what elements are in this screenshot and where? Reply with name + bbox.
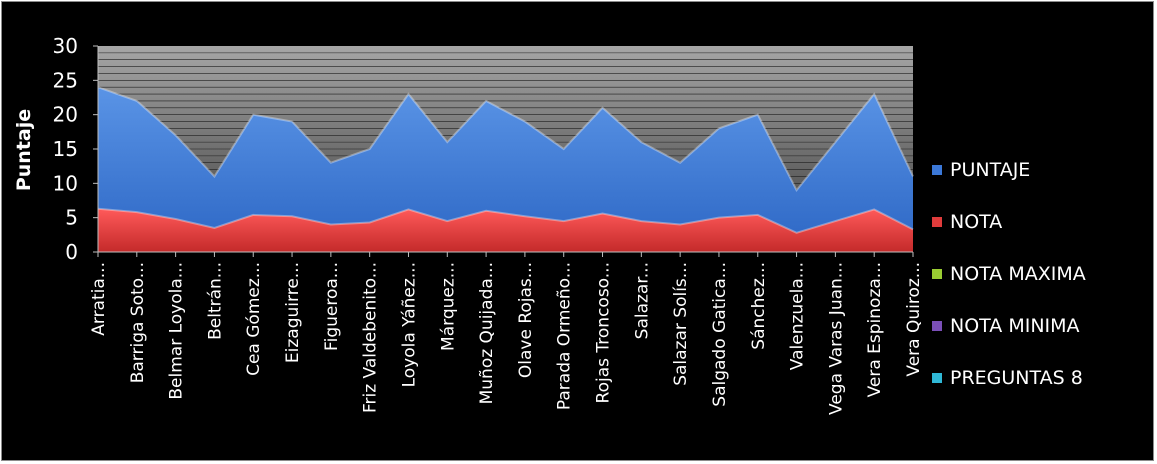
x-tick-label: Márquez... bbox=[438, 262, 458, 351]
x-tick-label: Cea Gómez... bbox=[244, 262, 264, 376]
x-tick-label: Parada Ormeño... bbox=[555, 262, 575, 410]
x-tick-label: Friz Valdebenito... bbox=[361, 262, 381, 413]
legend-swatch bbox=[932, 217, 942, 227]
series-areas bbox=[97, 86, 914, 252]
x-tick-label: Beltrán... bbox=[205, 262, 225, 340]
legend-label: PUNTAJE bbox=[950, 159, 1030, 181]
x-tick-label: Valenzuela... bbox=[788, 262, 808, 370]
legend-swatch bbox=[932, 269, 942, 279]
y-tick-label: 5 bbox=[65, 206, 78, 230]
area-edge-nota bbox=[97, 207, 914, 234]
x-tick-labels: Arratia... Barriga Soto... Belmar Loyola..… bbox=[89, 262, 924, 415]
y-tick-label: 10 bbox=[53, 171, 78, 195]
x-tick-label: Arratia... bbox=[89, 262, 109, 336]
y-tick-label: 20 bbox=[53, 103, 78, 127]
legend-label: NOTA bbox=[950, 211, 1002, 233]
y-tick-labels: 0 5 10 15 20 25 30 bbox=[53, 34, 78, 264]
x-tick-label: Eizaguirre... bbox=[283, 262, 303, 363]
legend-label: PREGUNTAS 8 bbox=[950, 367, 1083, 389]
x-tick-label: Loyola Yáñez... bbox=[399, 262, 419, 387]
x-tick-label: Olave Rojas... bbox=[516, 262, 536, 378]
axes bbox=[93, 45, 914, 257]
legend-swatch bbox=[932, 373, 942, 383]
y-tick-label: 30 bbox=[53, 34, 78, 58]
x-tick-label: Rojas Troncoso... bbox=[594, 262, 614, 403]
x-tick-label: Barriga Soto... bbox=[128, 262, 148, 383]
x-tick-label: Salazar... bbox=[632, 262, 652, 339]
y-tick-label: 0 bbox=[65, 240, 78, 264]
legend-label: NOTA MAXIMA bbox=[950, 263, 1086, 285]
legend-swatch bbox=[932, 321, 942, 331]
x-tick-label: Belmar Loyola... bbox=[167, 262, 187, 400]
legend-swatch bbox=[932, 165, 942, 175]
x-tick-label: Sánchez... bbox=[749, 262, 769, 350]
area-puntaje bbox=[98, 87, 913, 252]
x-tick-label: Vera Espinoza... bbox=[865, 262, 885, 397]
x-tick-label: Salgado Gatica... bbox=[710, 262, 730, 407]
y-tick-label: 15 bbox=[53, 137, 78, 161]
x-tick-label: Figueroa... bbox=[322, 262, 342, 351]
y-axis-label: Puntaje bbox=[13, 109, 35, 191]
legend: PUNTAJE NOTA NOTA MAXIMA NOTA MINIMA PREGUNT… bbox=[932, 159, 1086, 389]
y-tick-label: 25 bbox=[53, 68, 78, 92]
x-tick-label: Salazar Solís... bbox=[671, 262, 691, 386]
legend-label: NOTA MINIMA bbox=[950, 315, 1080, 337]
x-tick-label: Vera Quiroz... bbox=[904, 262, 924, 377]
area-edge-puntaje bbox=[97, 86, 914, 193]
area-nota bbox=[98, 208, 913, 252]
x-tick-label: Vega Varas Juan... bbox=[826, 262, 846, 415]
x-tick-label: Muñoz Quijada... bbox=[477, 262, 497, 404]
